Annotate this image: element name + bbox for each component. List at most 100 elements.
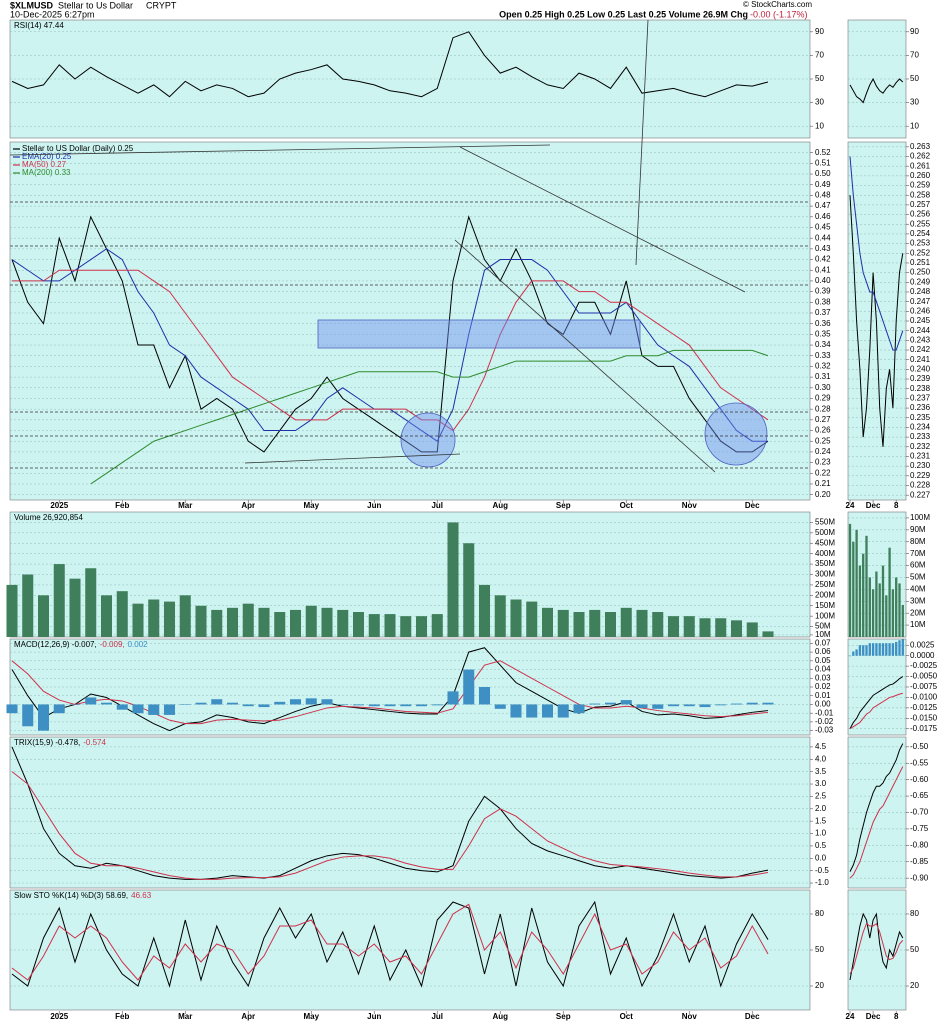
y-tick-label: 50: [910, 945, 919, 954]
y-tick-label: 50: [910, 74, 919, 83]
y-tick-label: -0.55: [910, 758, 929, 767]
bar: [85, 697, 97, 705]
legend-label: -0.574: [83, 738, 106, 747]
bar: [400, 616, 412, 637]
y-tick-label: 0.234: [910, 423, 931, 432]
bar: [85, 568, 97, 637]
bar: [901, 604, 904, 637]
x-tick-label: Jun: [367, 1012, 381, 1021]
y-tick-label: 0.244: [910, 326, 931, 335]
y-tick-label: -0.0075: [910, 682, 938, 691]
y-tick-label: 2.0: [815, 804, 827, 813]
y-tick-label: 0.254: [910, 229, 931, 238]
series-line: [11, 647, 769, 732]
y-tick-label: -0.70: [910, 808, 929, 817]
bar: [855, 649, 858, 656]
bar: [258, 704, 270, 708]
y-tick-label: 70: [910, 51, 919, 60]
series-line: [11, 746, 769, 880]
y-tick-label: 0.26: [815, 426, 831, 435]
y-tick-label: 0.231: [910, 452, 931, 461]
bar: [573, 612, 585, 637]
bar: [715, 704, 727, 706]
bar: [258, 607, 270, 637]
y-tick-label: 0.28: [815, 404, 831, 413]
y-tick-label: 0.5: [815, 841, 827, 850]
y-tick-label: 0.38: [815, 297, 831, 306]
y-tick-label: 0.36: [815, 319, 831, 328]
y-tick-label: 60M: [910, 561, 926, 570]
y-tick-label: 0.35: [815, 329, 831, 338]
series-line: [849, 676, 904, 729]
bar: [885, 643, 888, 656]
bar: [875, 643, 878, 656]
series-line: [849, 692, 903, 730]
bar: [368, 704, 380, 707]
y-tick-label: 0.05: [815, 656, 831, 665]
bar: [855, 529, 858, 637]
bar: [667, 616, 680, 637]
y-tick-label: 50M: [815, 622, 831, 631]
bar: [69, 704, 81, 705]
y-tick-label: 100M: [815, 611, 835, 620]
y-tick-label: 0.242: [910, 345, 931, 354]
y-tick-label: 20M: [910, 608, 926, 617]
y-tick-label: 0.43: [815, 244, 831, 253]
y-tick-label: 0.27: [815, 415, 831, 424]
y-tick-label: 0.229: [910, 471, 931, 480]
y-tick-label: 0.261: [910, 161, 931, 170]
series-line: [11, 771, 769, 880]
bar: [746, 702, 758, 705]
bar: [895, 641, 898, 656]
y-tick-label: -0.90: [910, 873, 929, 882]
y-tick-label: 0.01: [815, 691, 831, 700]
y-tick-label: 0.240: [910, 364, 931, 373]
y-tick-label: 0.0000: [910, 651, 935, 660]
y-tick-label: 500M: [815, 528, 835, 537]
bar: [858, 565, 862, 637]
y-tick-label: 0.227: [910, 490, 931, 499]
bar: [6, 704, 18, 714]
bar: [730, 703, 743, 705]
y-tick-label: 550M: [815, 518, 835, 527]
y-tick-label: 0.44: [815, 233, 831, 242]
y-tick-label: 0.52: [815, 148, 831, 157]
y-tick-label: 200M: [815, 590, 835, 599]
y-tick-label: 0.00: [815, 700, 831, 709]
bar: [447, 691, 459, 705]
bar: [384, 614, 396, 637]
y-tick-label: 40M: [910, 584, 926, 593]
series-line: [849, 922, 904, 975]
y-tick-label: -0.50: [910, 742, 929, 751]
y-tick-label: 1.0: [815, 829, 827, 838]
y-tick-label: 0.247: [910, 297, 931, 306]
y-tick-label: 0.233: [910, 432, 931, 441]
bar: [274, 701, 286, 705]
y-tick-label: 0.23: [815, 458, 831, 467]
legend-label: TRIX(15,9) -0.478,: [14, 738, 80, 747]
bar: [211, 699, 223, 705]
bar: [226, 607, 239, 637]
bar: [132, 603, 144, 637]
highlight-circle: [400, 412, 456, 468]
bar: [415, 704, 428, 707]
x-tick-label: Nov: [682, 501, 698, 510]
bar: [762, 631, 774, 637]
y-tick-label: 0.31: [815, 372, 831, 381]
y-tick-label: 0.239: [910, 374, 931, 383]
panel-title: Volume 26,920,854: [14, 513, 83, 522]
y-tick-label: -0.5: [815, 866, 829, 875]
y-tick-label: 0.256: [910, 210, 931, 219]
y-tick-label: -1.0: [815, 878, 829, 887]
series-line: [11, 903, 769, 981]
y-tick-label: 50: [815, 945, 824, 954]
x-tick-label: 8: [894, 1012, 899, 1021]
y-tick-label: 10: [910, 121, 919, 130]
y-tick-label: 100M: [910, 513, 930, 522]
y-tick-label: 3.5: [815, 767, 827, 776]
bar: [53, 704, 65, 714]
bar: [762, 702, 774, 705]
bar: [620, 607, 632, 637]
